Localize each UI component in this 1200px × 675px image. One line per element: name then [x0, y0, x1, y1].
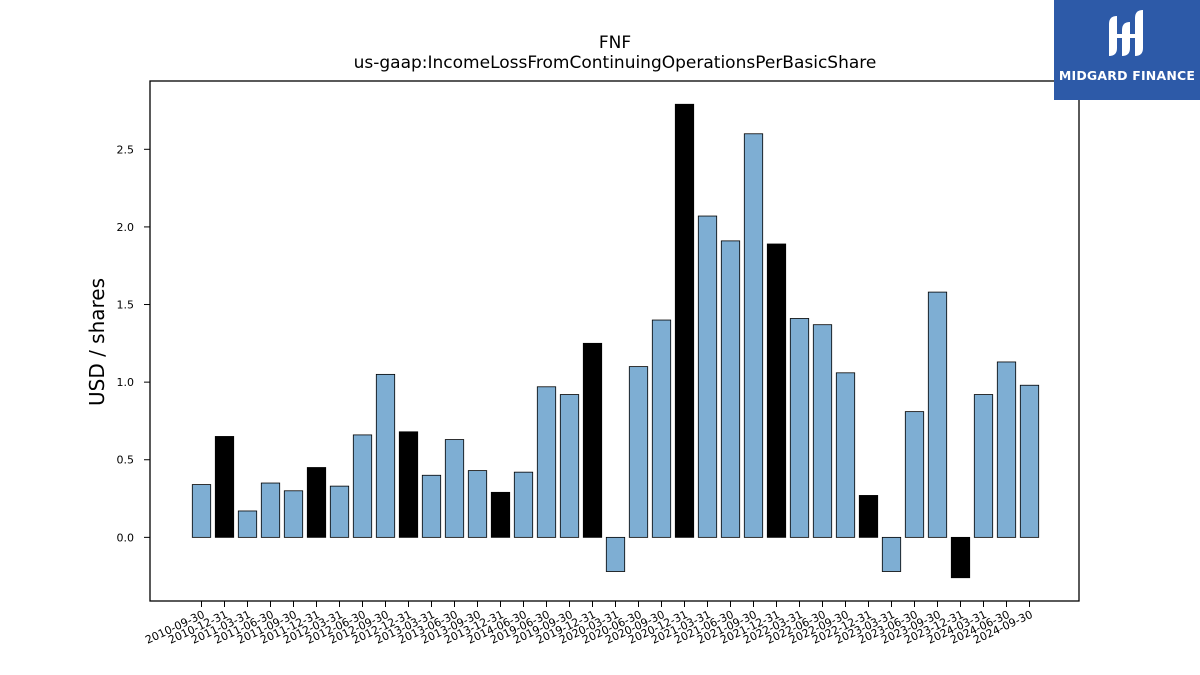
midgard-m-logo-icon [1109, 10, 1143, 56]
bar-2022-12-31 [858, 495, 879, 538]
y-axis-label: USD / shares [85, 278, 109, 406]
y-tick-label: 0.5 [117, 454, 135, 467]
chart-title: FNF [599, 33, 631, 53]
bars-group [191, 103, 1040, 579]
bar-2012-09-30 [375, 373, 396, 538]
bar-2020-12-31 [674, 103, 695, 538]
bar-2013-09-30 [467, 470, 488, 538]
bar-2013-03-31 [421, 474, 442, 538]
bar-2011-03-31 [237, 510, 258, 538]
bar-2024-09-30 [1019, 384, 1040, 538]
bar-2012-12-31 [398, 431, 419, 538]
bar-2011-06-30 [260, 482, 281, 538]
bar-2019-06-30 [536, 386, 557, 538]
bar-2014-06-30 [513, 471, 534, 538]
bar-2021-06-30 [720, 240, 741, 538]
bar-2023-06-30 [904, 411, 925, 538]
bar-2020-09-30 [651, 319, 672, 538]
bar-2021-12-31 [766, 243, 787, 538]
bar-2019-09-30 [559, 394, 580, 538]
bar-2020-03-31 [605, 536, 626, 572]
bar-2010-12-31 [214, 436, 235, 538]
bar-2024-06-30 [996, 361, 1017, 538]
logo-brand-text: MIDGARD FINANCE [1058, 68, 1196, 83]
y-ticks-group: 0.0 0.5 1.0 1.5 2.0 2.5 [117, 143, 150, 544]
bar-2023-09-30 [927, 291, 948, 538]
midgard-finance-logo: MIDGARD FINANCE [1054, 0, 1200, 100]
bar-2019-12-31 [582, 342, 603, 538]
x-ticks-group: 2010-09-302010-12-312011-03-312011-06-30… [143, 601, 1035, 647]
y-tick-label: 0.0 [117, 531, 135, 544]
chart-subtitle: us-gaap:IncomeLossFromContinuingOperatio… [354, 53, 877, 73]
bar-2013-06-30 [444, 439, 465, 538]
bar-2020-06-30 [628, 366, 649, 538]
bar-2012-06-30 [352, 434, 373, 538]
bar-2024-03-31 [973, 394, 994, 538]
bar-2021-03-31 [697, 215, 718, 538]
bar-2012-03-31 [329, 485, 350, 538]
y-tick-label: 1.5 [117, 299, 135, 312]
y-tick-label: 2.5 [117, 143, 135, 156]
bar-2023-12-31 [950, 536, 971, 579]
bar-2023-03-31 [881, 536, 902, 572]
bar-2011-09-30 [283, 490, 304, 538]
bar-2010-09-30 [191, 484, 212, 538]
plot-frame [149, 80, 1080, 602]
y-tick-label: 1.0 [117, 376, 135, 389]
bar-2022-09-30 [835, 372, 856, 538]
y-tick-label: 2.0 [117, 221, 135, 234]
bar-2021-09-30 [743, 133, 764, 538]
bar-2022-06-30 [812, 324, 833, 538]
bar-2011-12-31 [306, 467, 327, 538]
bar-2013-12-31 [490, 491, 511, 538]
bar-2022-03-31 [789, 318, 810, 538]
